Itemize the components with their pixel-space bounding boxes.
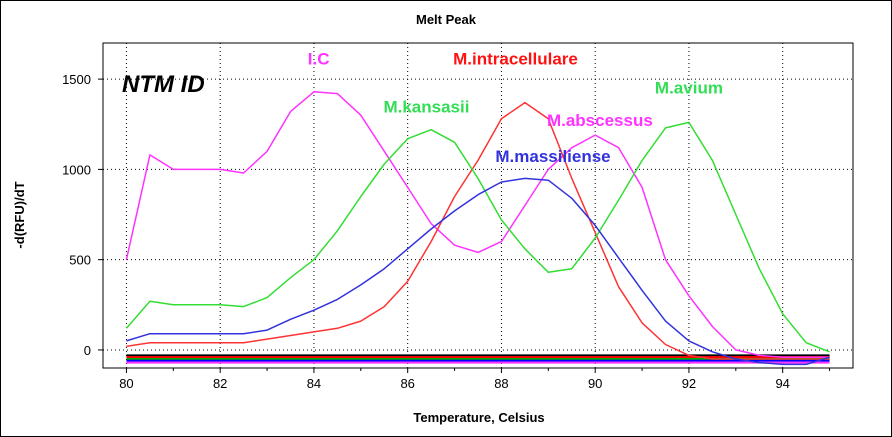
series-line-i-c [125, 91, 830, 358]
y-tick-label: 1500 [62, 72, 91, 87]
series-label: I.C [308, 50, 330, 69]
series-layer [125, 91, 830, 366]
y-tick-label: 0 [84, 343, 91, 358]
x-axis-label: Temperature, Celsius [413, 410, 544, 425]
tick-layer: 80 82 84 86 88 90 92 94 0 500 1000 1500 [62, 72, 831, 391]
series-line-m-massiliense [126, 177, 830, 366]
series-label: M.massiliense [495, 147, 610, 166]
series-label: M.abscessus [547, 111, 653, 130]
grid-layer [103, 43, 853, 368]
x-tick-label: 86 [400, 376, 414, 391]
x-tick-label: 92 [682, 376, 696, 391]
plot-area-border [102, 42, 854, 369]
y-tick-label: 1000 [62, 162, 91, 177]
series-label: M.avium [655, 79, 723, 98]
x-tick-label: 84 [307, 376, 321, 391]
series-label: M.kansasii [383, 98, 469, 117]
panel-label: NTM ID [122, 71, 205, 98]
x-tick-label: 88 [494, 376, 508, 391]
y-axis-label: -d(RFU)/dT [12, 181, 27, 248]
baseline-layer [126, 354, 830, 364]
x-tick-label: 80 [119, 376, 133, 391]
annotation-layer: I.C M.intracellulare M.kansasii M.aviumM.ab… [308, 50, 723, 167]
chart-title: Melt Peak [416, 12, 477, 27]
x-tick-label: 94 [775, 376, 789, 391]
series-line-m-kansasii [125, 121, 830, 353]
y-tick-label: 500 [69, 253, 91, 268]
series-line-m-intracellulare [126, 101, 830, 360]
x-tick-label: 82 [213, 376, 227, 391]
x-tick-label: 90 [588, 376, 602, 391]
series-label: M.intracellulare [453, 50, 578, 69]
